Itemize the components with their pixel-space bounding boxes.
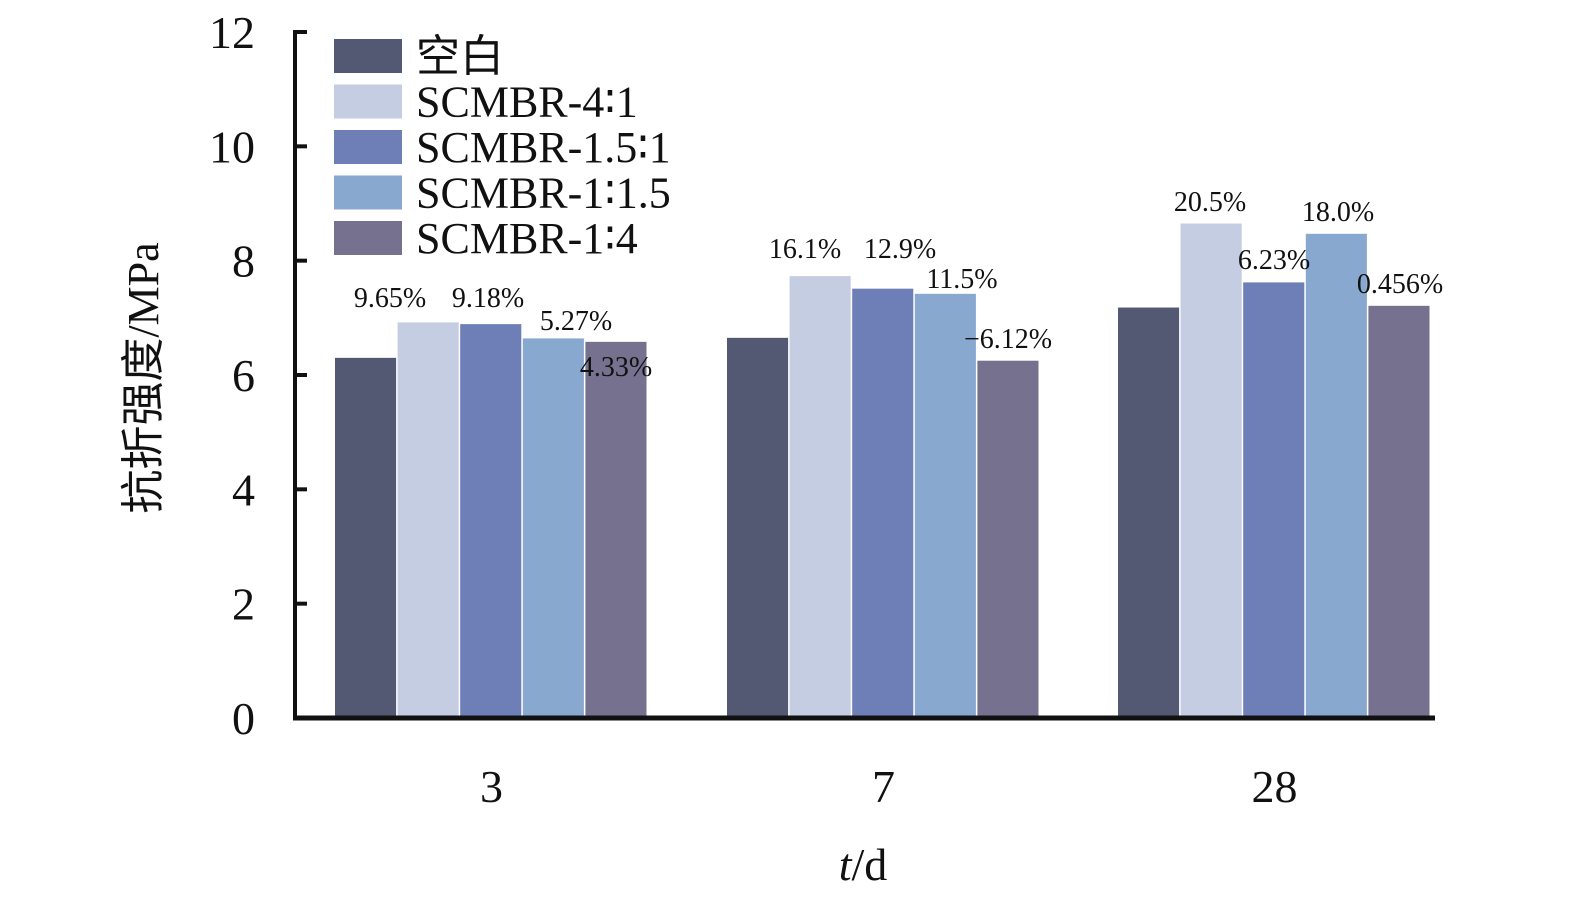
x-category-label: 3	[480, 761, 503, 812]
bar-7-2	[852, 288, 914, 718]
bar-28-3	[1305, 233, 1367, 718]
data-label-2_2: 6.23%	[1238, 245, 1310, 276]
x-axis-label-unit: /d	[852, 839, 888, 890]
y-tick-label: 4	[232, 464, 255, 515]
bar-28-4	[1368, 305, 1430, 718]
bar-group	[335, 223, 1430, 718]
bar-3-3	[522, 338, 584, 718]
data-label-4_0: 4.33%	[580, 352, 652, 383]
data-labels: 9.65% 9.18% 5.27% 4.33% 16.1% 12.9%11.5% −6.12…	[354, 187, 1443, 383]
legend-swatch	[334, 221, 402, 255]
y-tick-label: 8	[232, 236, 255, 287]
y-axis-label: 抗折强度/MPa	[119, 242, 168, 513]
legend-label: SCMBR-1∶4	[416, 214, 638, 263]
y-tick-label: 2	[232, 579, 255, 630]
data-label-3_2: 18.0%	[1302, 197, 1374, 228]
bar-3-4	[585, 341, 647, 718]
bar-3-2	[460, 324, 522, 718]
data-label-1_2: 20.5%	[1174, 187, 1246, 218]
data-label-1_1: 16.1%	[769, 234, 841, 265]
y-tick-label: 0	[232, 693, 255, 744]
legend-label: SCMBR-1∶1.5	[416, 169, 671, 218]
x-axis-label-variable: t	[839, 839, 853, 890]
bar-7-3	[914, 293, 976, 718]
legend-label: SCMBR-1.5∶1	[416, 123, 671, 172]
y-tick-label: 12	[209, 7, 255, 58]
bar-28-0	[1118, 307, 1180, 718]
legend-swatch	[334, 130, 402, 164]
x-axis-label: t/d	[839, 839, 888, 890]
data-label-3_1: 11.5%	[926, 264, 997, 295]
x-category-label: 28	[1252, 761, 1298, 812]
bar-28-2	[1243, 282, 1305, 718]
legend-swatch	[334, 39, 402, 73]
legend-swatch	[334, 175, 402, 210]
bar-28-1	[1180, 223, 1242, 718]
legend: 空白SCMBR-4∶1SCMBR-1.5∶1SCMBR-1∶1.5SCMBR-1…	[334, 32, 671, 263]
bar-7-1	[789, 276, 851, 718]
bar-7-0	[727, 337, 789, 718]
data-label-2_0: 9.18%	[452, 283, 524, 314]
x-category-label: 7	[872, 761, 895, 812]
y-ticks: 0 2 4 6 8 10 12	[209, 7, 307, 744]
x-category-labels: 3 7 28	[480, 761, 1298, 812]
y-tick-label: 6	[232, 350, 255, 401]
data-label-2_1: 12.9%	[864, 234, 936, 265]
data-label-1_0: 9.65%	[354, 283, 426, 314]
y-tick-label: 10	[209, 121, 255, 172]
legend-label: 空白	[416, 32, 504, 81]
data-label-4_2: 0.456%	[1357, 269, 1443, 300]
data-label-4_1: −6.12%	[964, 324, 1052, 355]
bar-3-0	[335, 357, 397, 718]
bar-7-4	[977, 360, 1039, 718]
legend-label: SCMBR-4∶1	[416, 78, 638, 127]
bar-3-1	[397, 322, 459, 718]
data-label-3_0: 5.27%	[540, 306, 612, 337]
legend-swatch	[334, 84, 402, 119]
